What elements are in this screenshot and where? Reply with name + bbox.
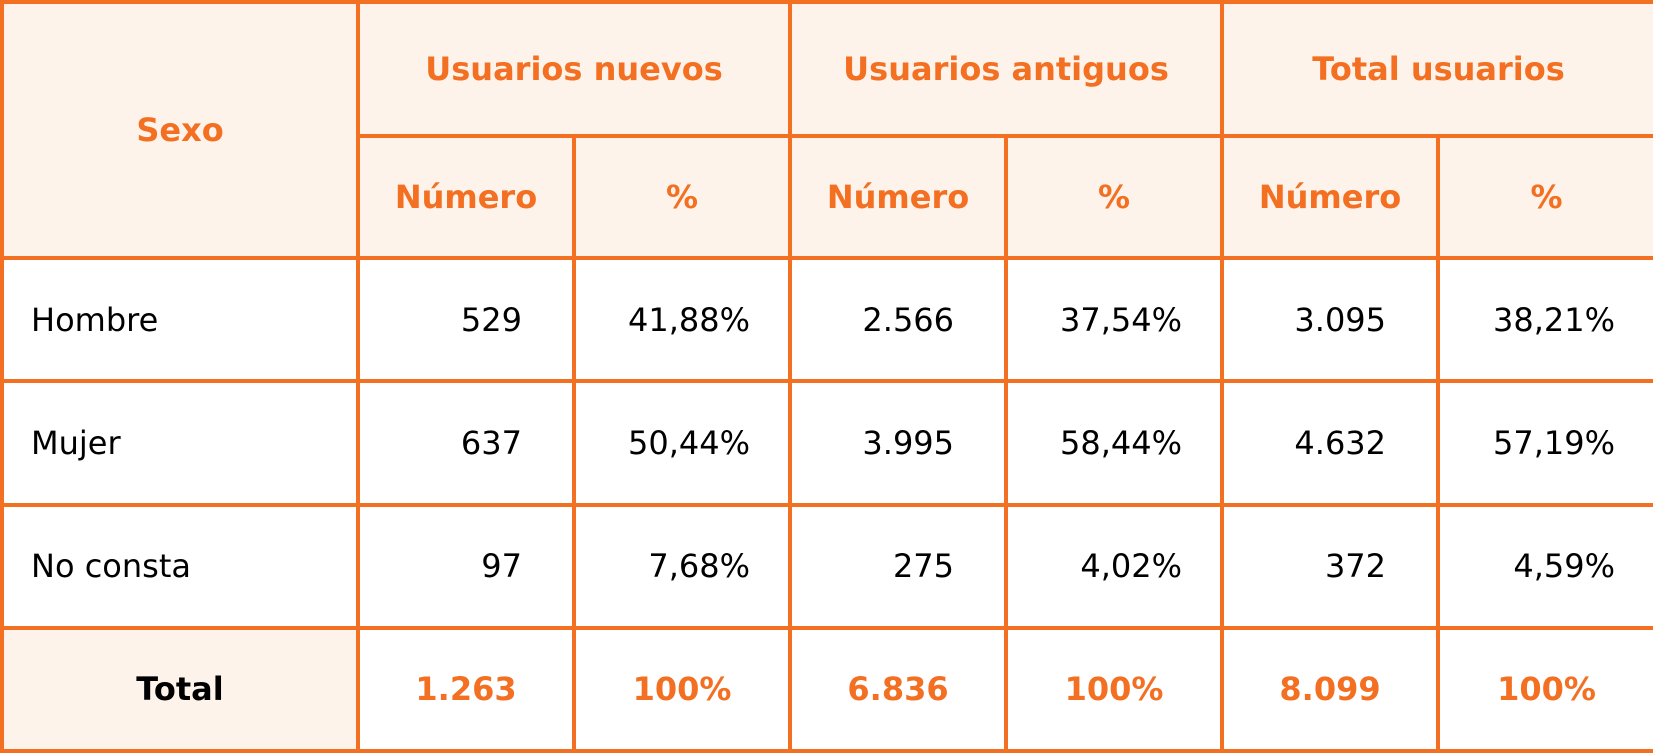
cell-value: 7,68% xyxy=(571,502,793,630)
row-label: Hombre xyxy=(0,256,360,384)
subheader-numero: Número xyxy=(788,134,1009,261)
total-value: 8.099 xyxy=(1220,625,1441,753)
cell-value: 57,19% xyxy=(1436,379,1653,507)
header-row-subheaders: Número % Número % Número % xyxy=(2,134,1653,261)
cell-value: 2.566 xyxy=(788,256,1009,384)
total-row: Total 1.263 100% 6.836 100% 8.099 100% xyxy=(0,625,1653,753)
cell-value: 41,88% xyxy=(571,256,793,384)
header-total-usuarios: Total usuarios xyxy=(1220,0,1653,139)
total-value: 1.263 xyxy=(356,625,576,753)
table-row: No consta 97 7,68% 275 4,02% 372 4,59% xyxy=(0,502,1653,630)
subheader-numero: Número xyxy=(356,134,576,261)
cell-value: 275 xyxy=(788,502,1009,630)
cell-value: 4.632 xyxy=(1220,379,1441,507)
cell-value: 372 xyxy=(1220,502,1441,630)
cell-value: 50,44% xyxy=(571,379,793,507)
subheader-percent: % xyxy=(571,134,793,261)
total-value: 6.836 xyxy=(788,625,1009,753)
cell-value: 3.095 xyxy=(1220,256,1441,384)
cell-value: 97 xyxy=(356,502,576,630)
header-row-groups: Sexo Usuarios nuevos Usuarios antiguos T… xyxy=(0,0,1653,261)
subheader-numero: Número xyxy=(1220,134,1441,261)
cell-value: 3.995 xyxy=(788,379,1009,507)
total-value: 100% xyxy=(1436,625,1653,753)
cell-value: 4,59% xyxy=(1436,502,1653,630)
total-value: 100% xyxy=(1004,625,1225,753)
subheader-percent: % xyxy=(1436,134,1653,261)
cell-value: 637 xyxy=(356,379,576,507)
header-sexo: Sexo xyxy=(0,0,360,261)
subheader-percent: % xyxy=(1004,134,1225,261)
total-label: Total xyxy=(0,625,360,753)
table-row: Mujer 637 50,44% 3.995 58,44% 4.632 57,1… xyxy=(0,379,1653,507)
cell-value: 37,54% xyxy=(1004,256,1225,384)
table-row: Hombre 529 41,88% 2.566 37,54% 3.095 38,… xyxy=(0,256,1653,384)
cell-value: 4,02% xyxy=(1004,502,1225,630)
row-label: No consta xyxy=(0,502,360,630)
row-label: Mujer xyxy=(0,379,360,507)
cell-value: 58,44% xyxy=(1004,379,1225,507)
header-usuarios-antiguos: Usuarios antiguos xyxy=(788,0,1225,139)
cell-value: 529 xyxy=(356,256,576,384)
total-value: 100% xyxy=(571,625,793,753)
cell-value: 38,21% xyxy=(1436,256,1653,384)
header-usuarios-nuevos: Usuarios nuevos xyxy=(355,0,793,139)
